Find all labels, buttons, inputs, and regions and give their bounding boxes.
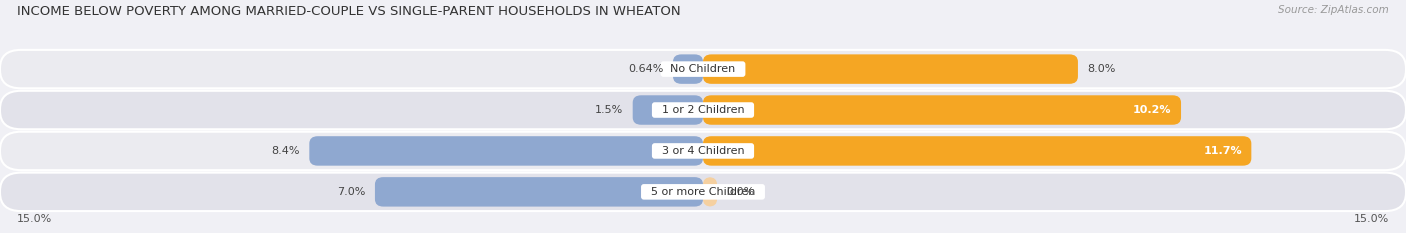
- FancyBboxPatch shape: [0, 132, 1406, 170]
- Text: 0.64%: 0.64%: [628, 64, 664, 74]
- FancyBboxPatch shape: [703, 54, 1078, 84]
- Text: 11.7%: 11.7%: [1204, 146, 1241, 156]
- FancyBboxPatch shape: [309, 136, 703, 166]
- Text: 7.0%: 7.0%: [337, 187, 366, 197]
- Text: 8.0%: 8.0%: [1087, 64, 1116, 74]
- Text: 3 or 4 Children: 3 or 4 Children: [655, 146, 751, 156]
- FancyBboxPatch shape: [703, 136, 1251, 166]
- FancyBboxPatch shape: [703, 95, 1181, 125]
- Text: 1.5%: 1.5%: [595, 105, 623, 115]
- FancyBboxPatch shape: [0, 173, 1406, 211]
- Text: 1 or 2 Children: 1 or 2 Children: [655, 105, 751, 115]
- Text: INCOME BELOW POVERTY AMONG MARRIED-COUPLE VS SINGLE-PARENT HOUSEHOLDS IN WHEATON: INCOME BELOW POVERTY AMONG MARRIED-COUPL…: [17, 5, 681, 18]
- Text: Source: ZipAtlas.com: Source: ZipAtlas.com: [1278, 5, 1389, 15]
- Text: 5 or more Children: 5 or more Children: [644, 187, 762, 197]
- Text: No Children: No Children: [664, 64, 742, 74]
- Text: 8.4%: 8.4%: [271, 146, 299, 156]
- FancyBboxPatch shape: [375, 177, 703, 207]
- Text: 15.0%: 15.0%: [17, 214, 52, 224]
- FancyBboxPatch shape: [673, 54, 703, 84]
- FancyBboxPatch shape: [633, 95, 703, 125]
- Text: 10.2%: 10.2%: [1133, 105, 1171, 115]
- FancyBboxPatch shape: [0, 50, 1406, 88]
- Text: 15.0%: 15.0%: [1354, 214, 1389, 224]
- FancyBboxPatch shape: [0, 91, 1406, 129]
- Text: 0.0%: 0.0%: [727, 187, 755, 197]
- FancyBboxPatch shape: [703, 177, 717, 207]
